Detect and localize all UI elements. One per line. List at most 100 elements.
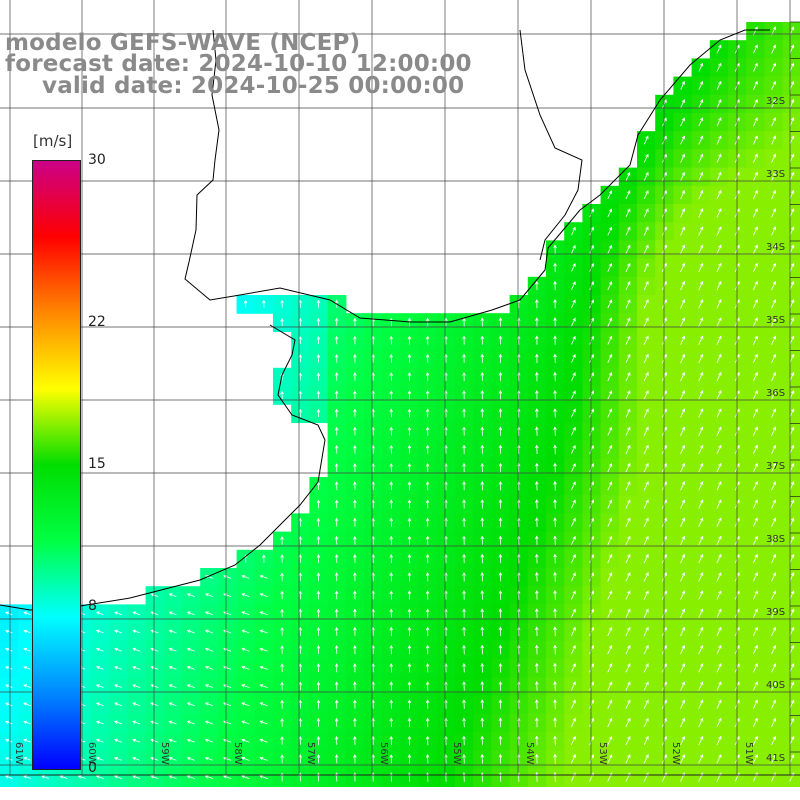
wind-arrow (280, 626, 284, 636)
wind-arrow (334, 663, 339, 673)
wind-arrow (698, 717, 704, 728)
wind-arrow (316, 517, 321, 527)
wind-arrow (716, 644, 722, 655)
lat-label: 40S (766, 680, 785, 691)
wind-arrow (716, 426, 722, 436)
wind-arrow (150, 757, 159, 761)
wind-arrow (132, 666, 141, 670)
wind-arrow (789, 499, 795, 509)
wind-arrow (407, 535, 412, 545)
wind-arrow (241, 593, 250, 597)
wind-arrow (150, 629, 159, 634)
wind-arrow (698, 699, 704, 709)
wind-arrow (607, 390, 613, 400)
wind-arrow (168, 647, 177, 652)
wind-arrow (425, 753, 430, 764)
wind-arrow (589, 244, 594, 254)
wind-arrow (334, 681, 339, 691)
colorbar-tick-label: 0 (88, 760, 97, 776)
wind-arrow (96, 611, 104, 616)
wind-arrow (334, 754, 339, 764)
lon-label: 54W (524, 742, 535, 765)
wind-arrow (698, 426, 704, 436)
wind-arrow (480, 699, 485, 709)
wind-arrow (425, 717, 430, 728)
wind-arrow (77, 775, 86, 779)
wind-arrow (698, 390, 704, 400)
wind-arrow (771, 481, 776, 491)
wind-arrow (571, 390, 576, 400)
wind-arrow (680, 699, 685, 709)
wind-arrow (480, 571, 485, 582)
wind-arrow (389, 408, 394, 418)
wind-arrow (23, 720, 31, 725)
wind-arrow (771, 626, 776, 637)
wind-arrow (571, 335, 576, 345)
wind-arrow (516, 735, 521, 746)
wind-arrow (716, 262, 722, 273)
wind-arrow (407, 644, 412, 655)
wind-arrow (334, 644, 339, 655)
wind-arrow (680, 717, 685, 728)
wind-arrow (280, 299, 284, 308)
wind-arrow (716, 408, 722, 418)
wind-arrow (716, 135, 722, 145)
wind-arrow (643, 280, 649, 291)
wind-arrow (716, 535, 722, 546)
wind-arrow (114, 720, 122, 725)
wind-arrow (353, 317, 357, 327)
wind-arrow (589, 281, 594, 291)
wind-arrow (535, 317, 539, 327)
wind-arrow (607, 681, 613, 691)
coastline-upper (184, 29, 770, 323)
wind-arrow (241, 629, 250, 634)
wind-arrow (789, 244, 795, 254)
wind-arrow (114, 629, 122, 634)
wind-arrow (680, 80, 685, 90)
wind-arrow (553, 662, 557, 673)
wind-arrow (716, 481, 722, 491)
lon-label: 53W (597, 742, 608, 765)
wind-arrow (5, 757, 13, 761)
wind-arrow (625, 754, 631, 764)
wind-arrow (553, 589, 557, 600)
wind-arrow (607, 663, 613, 673)
wind-arrow (280, 754, 284, 764)
lon-label: 58W (232, 742, 243, 765)
wind-arrow (789, 426, 795, 436)
forecast-date: forecast date: 2024-10-10 12:00:00 (5, 51, 472, 77)
wind-arrow (643, 135, 649, 145)
wind-arrow (789, 62, 795, 72)
wind-arrow (5, 684, 13, 688)
wind-arrow (643, 717, 649, 728)
wind-arrow (553, 280, 557, 291)
wind-arrow (553, 753, 557, 764)
wind-arrow (407, 663, 412, 673)
wind-arrow (698, 208, 704, 218)
wind-arrow (407, 426, 412, 436)
wind-arrow (789, 80, 795, 90)
wind-arrow (316, 317, 321, 326)
wind-arrow (698, 681, 704, 691)
wind-arrow (498, 335, 503, 345)
wind-arrow (789, 189, 795, 200)
wind-arrow (752, 644, 758, 655)
wind-arrow (334, 481, 339, 491)
wind-arrow (771, 699, 776, 709)
lat-label: 37S (766, 461, 785, 472)
wind-arrow (753, 117, 758, 127)
wind-arrow (425, 535, 430, 545)
wind-arrow (716, 444, 722, 455)
wind-arrow (571, 299, 576, 309)
wind-arrow (698, 663, 704, 673)
wind-arrow (589, 335, 594, 345)
wind-arrow (716, 572, 722, 582)
wind-arrow (334, 608, 339, 618)
wind-arrow (643, 299, 649, 309)
wind-arrow (752, 208, 758, 218)
wind-arrow (425, 426, 430, 436)
colorbar-tick-label: 22 (88, 314, 106, 331)
wind-arrow (407, 717, 412, 728)
wind-arrow (462, 571, 466, 582)
lon-label: 52W (670, 742, 681, 765)
